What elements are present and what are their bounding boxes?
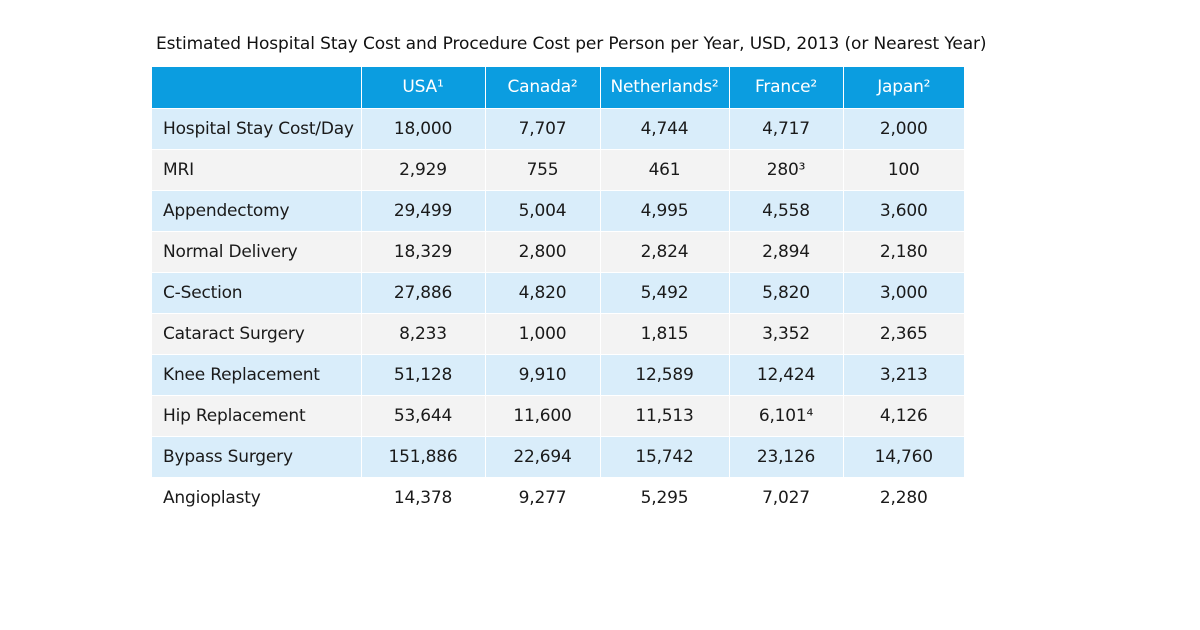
- table-cell: 2,800: [485, 230, 601, 272]
- table-cell: 12,589: [600, 353, 730, 395]
- table-cell: 6,101⁴: [729, 394, 844, 436]
- table-cell: 18,000: [361, 107, 486, 149]
- table-cell: 4,995: [600, 189, 730, 231]
- table-cell: 1,815: [600, 312, 730, 354]
- table-cell: 11,600: [485, 394, 601, 436]
- table-cell: 11,513: [600, 394, 730, 436]
- row-label: Knee Replacement: [152, 353, 362, 395]
- table-cell: 27,886: [361, 271, 486, 313]
- table-cell: 12,424: [729, 353, 844, 395]
- table-cell: 2,365: [843, 312, 964, 354]
- table-cell: 4,558: [729, 189, 844, 231]
- row-label: Angioplasty: [152, 476, 362, 518]
- table-title: Estimated Hospital Stay Cost and Procedu…: [156, 34, 987, 54]
- table-cell: 755: [485, 148, 601, 190]
- table-cell: 14,760: [843, 435, 964, 477]
- table-row: Appendectomy 29,499 5,004 4,995 4,558 3,600: [152, 189, 964, 231]
- table-cell: 5,004: [485, 189, 601, 231]
- table-cell: 3,352: [729, 312, 844, 354]
- header-row: USA¹ Canada² Netherlands² France² Japan²: [152, 67, 964, 108]
- table-cell: 1,000: [485, 312, 601, 354]
- header-cell-canada: Canada²: [485, 67, 601, 108]
- table-cell: 7,027: [729, 476, 844, 518]
- cost-table: USA¹ Canada² Netherlands² France² Japan²…: [152, 67, 964, 518]
- table-cell: 3,213: [843, 353, 964, 395]
- table-cell: 2,000: [843, 107, 964, 149]
- table-row: MRI 2,929 755 461 280³ 100: [152, 148, 964, 190]
- table-cell: 9,277: [485, 476, 601, 518]
- row-label: Hospital Stay Cost/Day: [152, 107, 362, 149]
- table-cell: 280³: [729, 148, 844, 190]
- table-cell: 9,910: [485, 353, 601, 395]
- table-row: Knee Replacement 51,128 9,910 12,589 12,424 3…: [152, 353, 964, 395]
- header-cell-usa: USA¹: [361, 67, 486, 108]
- table-cell: 18,329: [361, 230, 486, 272]
- table-cell: 7,707: [485, 107, 601, 149]
- table-cell: 4,126: [843, 394, 964, 436]
- table-cell: 151,886: [361, 435, 486, 477]
- table-row: Hip Replacement 53,644 11,600 11,513 6,101⁴ 4…: [152, 394, 964, 436]
- table-cell: 2,280: [843, 476, 964, 518]
- table-cell: 51,128: [361, 353, 486, 395]
- table-cell: 22,694: [485, 435, 601, 477]
- table-cell: 15,742: [600, 435, 730, 477]
- table-cell: 14,378: [361, 476, 486, 518]
- row-label: Bypass Surgery: [152, 435, 362, 477]
- header-cell-label: [152, 67, 362, 108]
- table-cell: 100: [843, 148, 964, 190]
- row-label: Appendectomy: [152, 189, 362, 231]
- table-cell: 461: [600, 148, 730, 190]
- header-cell-france: France²: [729, 67, 844, 108]
- row-label: Normal Delivery: [152, 230, 362, 272]
- row-label: Cataract Surgery: [152, 312, 362, 354]
- table-cell: 4,744: [600, 107, 730, 149]
- table-cell: 8,233: [361, 312, 486, 354]
- row-label: MRI: [152, 148, 362, 190]
- table-row: Cataract Surgery 8,233 1,000 1,815 3,352 2,36…: [152, 312, 964, 354]
- table-cell: 3,600: [843, 189, 964, 231]
- table-cell: 23,126: [729, 435, 844, 477]
- header-cell-netherlands: Netherlands²: [600, 67, 730, 108]
- table-row: Normal Delivery 18,329 2,800 2,824 2,894 2,18…: [152, 230, 964, 272]
- table-cell: 2,180: [843, 230, 964, 272]
- header-cell-japan: Japan²: [843, 67, 964, 108]
- table-cell: 5,820: [729, 271, 844, 313]
- table-cell: 4,820: [485, 271, 601, 313]
- table-cell: 53,644: [361, 394, 486, 436]
- row-label: C-Section: [152, 271, 362, 313]
- table-row: Hospital Stay Cost/Day 18,000 7,707 4,744 4,…: [152, 107, 964, 149]
- table-cell: 2,824: [600, 230, 730, 272]
- table-row: Angioplasty 14,378 9,277 5,295 7,027 2,280: [152, 476, 964, 518]
- table-row: Bypass Surgery 151,886 22,694 15,742 23,126 1…: [152, 435, 964, 477]
- table-row: C-Section 27,886 4,820 5,492 5,820 3,000: [152, 271, 964, 313]
- table-cell: 3,000: [843, 271, 964, 313]
- table-cell: 29,499: [361, 189, 486, 231]
- table-cell: 2,894: [729, 230, 844, 272]
- row-label: Hip Replacement: [152, 394, 362, 436]
- table-cell: 5,295: [600, 476, 730, 518]
- table-cell: 2,929: [361, 148, 486, 190]
- table-cell: 4,717: [729, 107, 844, 149]
- table-cell: 5,492: [600, 271, 730, 313]
